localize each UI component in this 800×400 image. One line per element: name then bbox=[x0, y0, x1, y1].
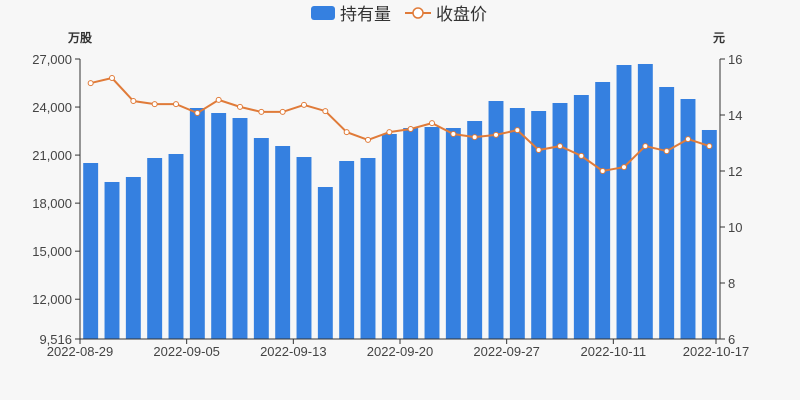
right-tick-label: 8 bbox=[728, 276, 735, 291]
left-tick-label: 9,516 bbox=[39, 332, 72, 347]
bar[interactable] bbox=[381, 133, 397, 339]
price-point[interactable] bbox=[109, 75, 115, 82]
right-tick-label: 12 bbox=[728, 164, 742, 179]
bar[interactable] bbox=[616, 65, 632, 339]
legend-label-holding: 持有量 bbox=[340, 5, 391, 24]
price-point[interactable] bbox=[578, 152, 585, 159]
bar[interactable] bbox=[467, 121, 483, 339]
legend-item-price[interactable]: 收盘价 bbox=[405, 5, 487, 24]
price-point[interactable] bbox=[471, 134, 478, 141]
bar-swatch-icon bbox=[311, 6, 335, 20]
price-point[interactable] bbox=[258, 108, 265, 115]
price-point[interactable] bbox=[685, 136, 691, 143]
x-tick-label: 2022-09-20 bbox=[367, 344, 434, 359]
right-tick-label: 10 bbox=[728, 220, 742, 235]
bar[interactable] bbox=[317, 187, 333, 339]
x-tick-label: 2022-10-17 bbox=[683, 344, 750, 359]
price-point[interactable] bbox=[365, 136, 371, 143]
left-tick-label: 18,000 bbox=[32, 196, 72, 211]
bar[interactable] bbox=[189, 108, 205, 339]
price-point[interactable] bbox=[386, 129, 393, 136]
price-point[interactable] bbox=[151, 101, 158, 108]
bar[interactable] bbox=[360, 158, 376, 339]
bar[interactable] bbox=[339, 160, 355, 339]
legend-label-price: 收盘价 bbox=[436, 5, 487, 24]
price-point[interactable] bbox=[642, 143, 649, 150]
x-tick-label: 2022-09-05 bbox=[153, 344, 220, 359]
left-tick-label: 24,000 bbox=[32, 100, 72, 115]
price-point[interactable] bbox=[237, 103, 243, 110]
bar[interactable] bbox=[488, 101, 504, 339]
price-point[interactable] bbox=[301, 101, 307, 108]
price-point[interactable] bbox=[87, 80, 94, 87]
left-axis-unit: 万股 bbox=[67, 30, 93, 45]
price-point[interactable] bbox=[407, 126, 414, 132]
price-point[interactable] bbox=[493, 131, 499, 138]
bar[interactable] bbox=[211, 113, 227, 339]
price-point[interactable] bbox=[535, 147, 542, 153]
price-point[interactable] bbox=[557, 143, 563, 150]
x-tick-label: 2022-09-27 bbox=[473, 344, 540, 359]
price-point[interactable] bbox=[514, 127, 521, 134]
price-line bbox=[87, 75, 713, 174]
price-point[interactable] bbox=[194, 110, 201, 117]
bar[interactable] bbox=[253, 138, 269, 339]
bar[interactable] bbox=[104, 181, 120, 339]
bar[interactable] bbox=[573, 95, 589, 339]
left-tick-label: 27,000 bbox=[32, 52, 72, 67]
price-point[interactable] bbox=[130, 98, 137, 104]
bar[interactable] bbox=[509, 108, 525, 339]
bar[interactable] bbox=[125, 176, 141, 339]
x-tick-label: 2022-08-29 bbox=[47, 344, 114, 359]
price-point[interactable] bbox=[279, 108, 286, 115]
price-point[interactable] bbox=[215, 96, 222, 103]
bar[interactable] bbox=[659, 86, 675, 339]
x-tick-label: 2022-09-13 bbox=[260, 344, 327, 359]
bar[interactable] bbox=[147, 158, 163, 339]
right-axis-unit: 元 bbox=[713, 31, 725, 45]
legend[interactable]: 持有量 收盘价 bbox=[311, 5, 487, 24]
bar[interactable] bbox=[531, 110, 547, 339]
price-point[interactable] bbox=[173, 101, 179, 108]
bar[interactable] bbox=[637, 63, 653, 339]
bar[interactable] bbox=[403, 128, 419, 339]
price-point[interactable] bbox=[322, 108, 329, 115]
bar[interactable] bbox=[424, 126, 440, 339]
price-point[interactable] bbox=[343, 129, 350, 136]
bar[interactable] bbox=[595, 81, 611, 340]
bar[interactable] bbox=[296, 157, 312, 339]
x-tick-label: 2022-10-11 bbox=[581, 344, 647, 359]
left-tick-label: 12,000 bbox=[32, 292, 72, 307]
price-point[interactable] bbox=[599, 168, 606, 174]
price-point[interactable] bbox=[621, 164, 627, 171]
bar[interactable] bbox=[680, 99, 696, 339]
bar[interactable] bbox=[232, 117, 248, 339]
axes: 9,516 12,000 15,000 18,000 21,000 24,000 27,00… bbox=[32, 52, 749, 359]
line-marker-icon bbox=[412, 7, 424, 19]
bar[interactable] bbox=[275, 146, 291, 339]
bar[interactable] bbox=[552, 102, 568, 339]
price-point[interactable] bbox=[663, 148, 670, 155]
bar[interactable] bbox=[168, 153, 184, 339]
left-tick-label: 15,000 bbox=[32, 244, 72, 259]
price-polyline bbox=[90, 76, 710, 173]
bar[interactable] bbox=[701, 129, 717, 339]
right-tick-label: 6 bbox=[728, 332, 735, 347]
left-tick-label: 21,000 bbox=[32, 148, 72, 163]
right-tick-label: 16 bbox=[728, 52, 742, 67]
right-tick-label: 14 bbox=[728, 108, 742, 123]
price-point[interactable] bbox=[706, 143, 713, 150]
bar[interactable] bbox=[445, 128, 461, 339]
legend-item-holding[interactable]: 持有量 bbox=[311, 5, 391, 24]
price-point[interactable] bbox=[429, 120, 435, 127]
price-point[interactable] bbox=[450, 131, 457, 138]
bar[interactable] bbox=[83, 162, 99, 339]
